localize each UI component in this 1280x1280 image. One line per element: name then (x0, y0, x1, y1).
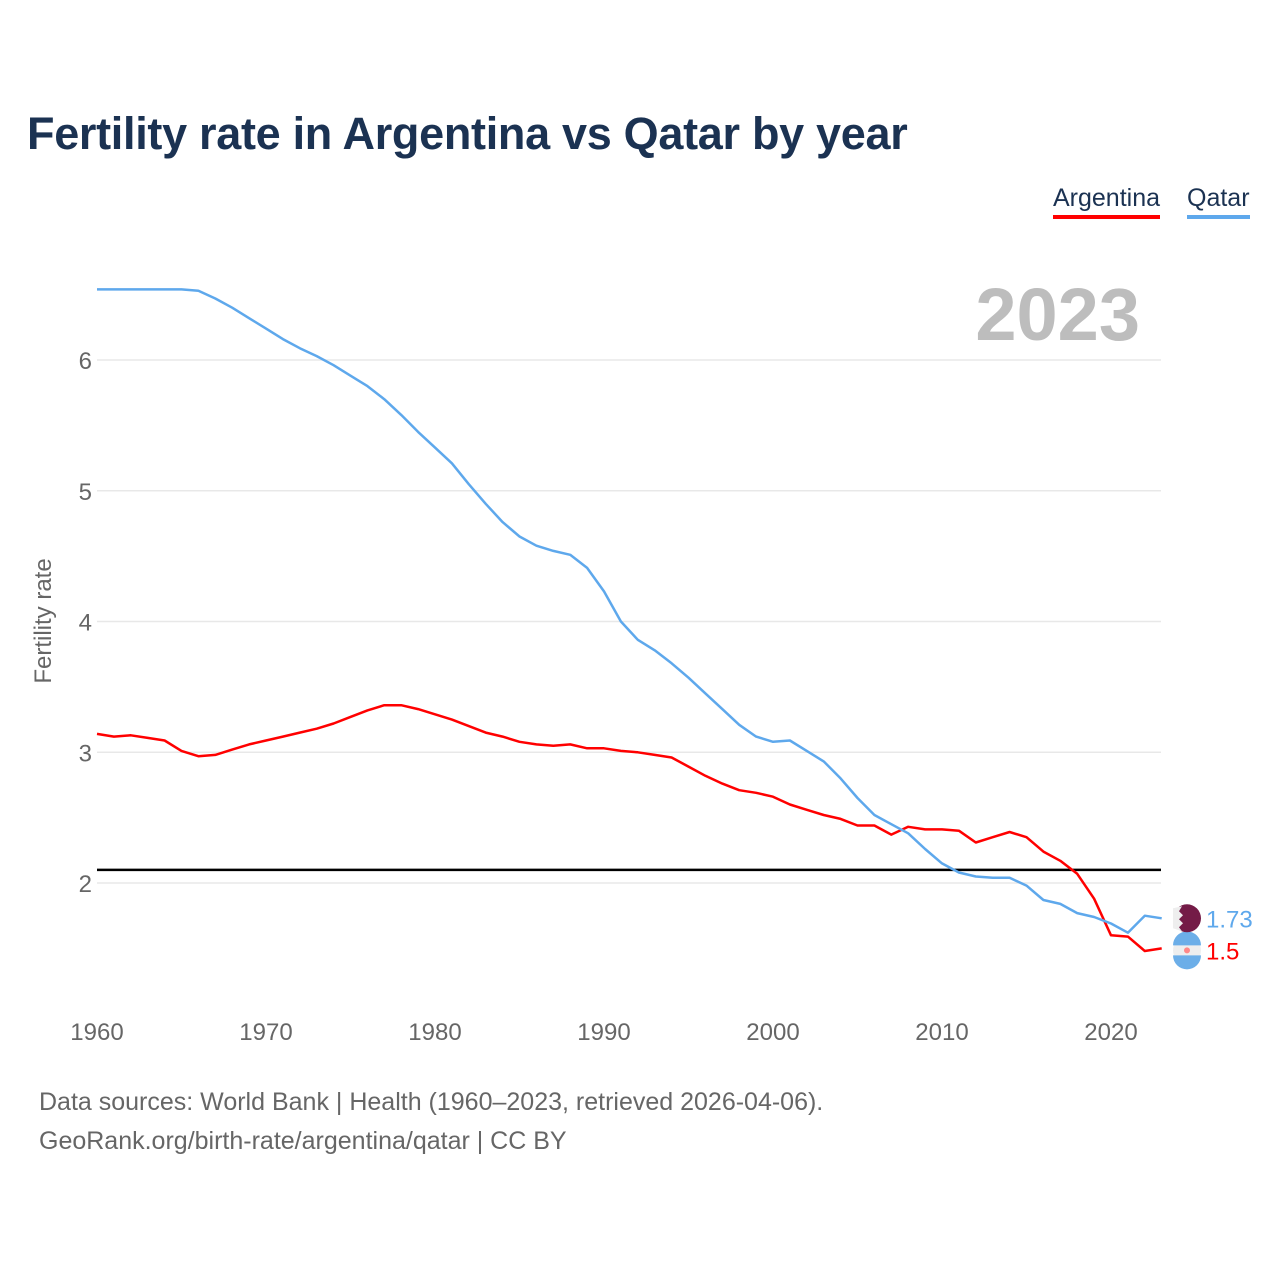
year-label: 2023 (975, 273, 1140, 356)
x-tick-label: 1990 (577, 1019, 630, 1046)
qatar-flag-serration (1173, 906, 1183, 932)
y-tick-label: 4 (79, 610, 92, 637)
y-tick-label: 6 (79, 348, 92, 375)
series-line-qatar (97, 288, 1162, 934)
footer-sources: Data sources: World Bank | Health (1960–… (39, 1088, 824, 1116)
argentina-flag-top (1173, 931, 1201, 946)
x-tick-label: 2000 (746, 1019, 799, 1046)
y-tick-label: 3 (79, 740, 92, 767)
legend-qatar[interactable]: Qatar (1187, 184, 1250, 219)
x-tick-label: 1960 (70, 1019, 123, 1046)
argentina-flag-sun (1184, 947, 1190, 954)
argentina-flag-bottom (1173, 955, 1201, 970)
x-tick-label: 2010 (915, 1019, 968, 1046)
x-tick-label: 1970 (239, 1019, 292, 1046)
footer-link[interactable]: GeoRank.org/birth-rate/argentina/qatar |… (39, 1127, 567, 1155)
chart-title: Fertility rate in Argentina vs Qatar by … (27, 108, 908, 159)
y-axis-label: Fertility rate (30, 558, 57, 683)
y-tick-label: 5 (79, 479, 92, 506)
end-value-label-qatar: 1.73 (1206, 906, 1253, 933)
legend-argentina[interactable]: Argentina (1053, 184, 1161, 219)
x-tick-label: 2020 (1084, 1019, 1137, 1046)
y-tick-label: 2 (79, 871, 92, 898)
x-tick-label: 1980 (408, 1019, 461, 1046)
series-line-argentina (96, 703, 1162, 953)
end-value-label-argentina: 1.5 (1206, 938, 1239, 965)
